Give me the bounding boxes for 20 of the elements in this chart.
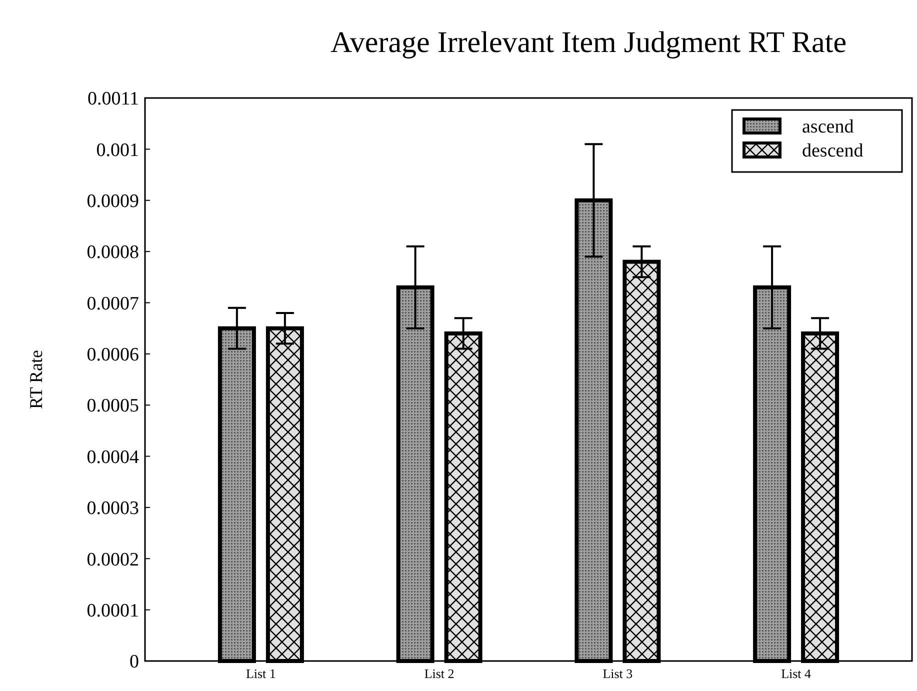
x-tick-label: List 4 <box>781 666 812 681</box>
y-tick-label: 0.0002 <box>86 549 139 570</box>
legend-label: ascend <box>802 116 854 138</box>
y-tick-label: 0.0001 <box>86 600 139 622</box>
x-tick-label: List 3 <box>602 666 633 681</box>
y-tick-label: 0.0008 <box>86 242 139 264</box>
chart-title: Average Irrelevant Item Judgment RT Rate <box>330 26 847 59</box>
x-tick-label: List 1 <box>246 666 276 681</box>
y-tick-label: 0.001 <box>96 140 139 161</box>
y-tick-label: 0.0004 <box>86 446 140 468</box>
y-tick-label: 0.0006 <box>86 344 139 366</box>
y-tick-label: 0.0007 <box>86 293 139 314</box>
legend-label: descend <box>802 140 864 162</box>
y-tick-label: 0.0005 <box>86 396 139 417</box>
y-axis-title: RT Rate <box>26 350 46 410</box>
y-tick-label: 0.0011 <box>87 88 139 110</box>
y-tick-label: 0.0009 <box>86 191 139 212</box>
y-tick-label: 0.0003 <box>86 498 139 520</box>
x-tick-label: List 2 <box>424 666 454 681</box>
y-tick-label: 0 <box>130 652 139 673</box>
